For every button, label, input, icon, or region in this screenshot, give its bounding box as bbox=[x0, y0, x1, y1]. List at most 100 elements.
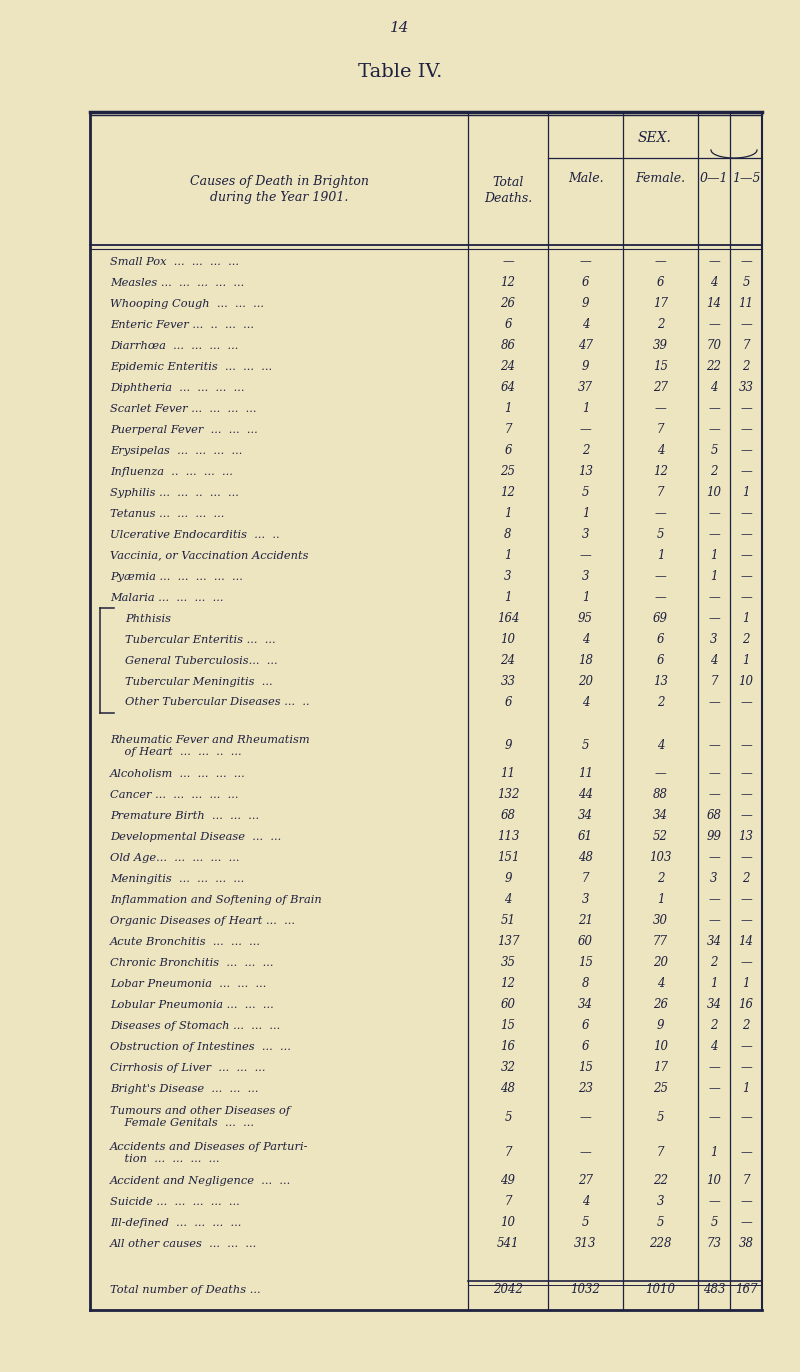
Text: 6: 6 bbox=[657, 654, 664, 667]
Text: Tumours and other Diseases of
    Female Genitals  ...  ...: Tumours and other Diseases of Female Gen… bbox=[110, 1106, 290, 1128]
Text: 10: 10 bbox=[653, 1040, 668, 1054]
Text: —: — bbox=[740, 423, 752, 436]
Text: —: — bbox=[708, 893, 720, 906]
Text: 5: 5 bbox=[657, 528, 664, 541]
Text: 4: 4 bbox=[710, 654, 718, 667]
Text: 39: 39 bbox=[653, 339, 668, 353]
Text: 10: 10 bbox=[501, 632, 515, 646]
Text: —: — bbox=[708, 740, 720, 752]
Text: 68: 68 bbox=[706, 809, 722, 822]
Text: —: — bbox=[580, 1111, 591, 1124]
Text: 6: 6 bbox=[504, 696, 512, 709]
Text: 9: 9 bbox=[504, 873, 512, 885]
Text: 18: 18 bbox=[578, 654, 593, 667]
Text: —: — bbox=[708, 318, 720, 332]
Text: —: — bbox=[740, 1217, 752, 1229]
Text: 2: 2 bbox=[657, 318, 664, 332]
Text: Total
Deaths.: Total Deaths. bbox=[484, 176, 532, 204]
Text: 47: 47 bbox=[578, 339, 593, 353]
Text: 2: 2 bbox=[710, 956, 718, 969]
Text: Scarlet Fever ...  ...  ...  ...: Scarlet Fever ... ... ... ... bbox=[110, 403, 257, 414]
Text: 23: 23 bbox=[578, 1083, 593, 1095]
Text: 2042: 2042 bbox=[493, 1283, 523, 1297]
Text: 5: 5 bbox=[657, 1217, 664, 1229]
Text: Ill-defined  ...  ...  ...  ...: Ill-defined ... ... ... ... bbox=[110, 1218, 242, 1228]
Text: 4: 4 bbox=[657, 977, 664, 991]
Text: 4: 4 bbox=[582, 632, 590, 646]
Text: —: — bbox=[740, 851, 752, 864]
Text: 64: 64 bbox=[501, 381, 515, 394]
Text: Table IV.: Table IV. bbox=[358, 63, 442, 81]
Text: 5: 5 bbox=[582, 740, 590, 752]
Text: —: — bbox=[740, 528, 752, 541]
Text: —: — bbox=[740, 1061, 752, 1074]
Text: —: — bbox=[740, 255, 752, 269]
Text: 6: 6 bbox=[657, 276, 664, 289]
Text: Pyæmia ...  ...  ...  ...  ...: Pyæmia ... ... ... ... ... bbox=[110, 572, 243, 582]
Text: Inflammation and Softening of Brain: Inflammation and Softening of Brain bbox=[110, 895, 322, 904]
Text: Suicide ...  ...  ...  ...  ...: Suicide ... ... ... ... ... bbox=[110, 1196, 240, 1207]
Text: 17: 17 bbox=[653, 1061, 668, 1074]
Text: 4: 4 bbox=[657, 445, 664, 457]
Text: Measles ...  ...  ...  ...  ...: Measles ... ... ... ... ... bbox=[110, 279, 244, 288]
Text: 137: 137 bbox=[497, 936, 519, 948]
Text: 15: 15 bbox=[501, 1019, 515, 1032]
Text: SEX.: SEX. bbox=[638, 130, 672, 145]
Text: 228: 228 bbox=[650, 1238, 672, 1250]
Text: Ulcerative Endocarditis  ...  ..: Ulcerative Endocarditis ... .. bbox=[110, 530, 280, 539]
Text: —: — bbox=[654, 591, 666, 604]
Text: 7: 7 bbox=[657, 1146, 664, 1159]
Text: —: — bbox=[580, 1146, 591, 1159]
Text: Epidemic Enteritis  ...  ...  ...: Epidemic Enteritis ... ... ... bbox=[110, 362, 272, 372]
Text: 86: 86 bbox=[501, 339, 515, 353]
Text: 7: 7 bbox=[742, 1174, 750, 1187]
Text: 34: 34 bbox=[706, 936, 722, 948]
Text: 25: 25 bbox=[653, 1083, 668, 1095]
Text: 11: 11 bbox=[738, 298, 754, 310]
Text: 20: 20 bbox=[578, 675, 593, 687]
Text: 14: 14 bbox=[390, 21, 410, 36]
Text: 1010: 1010 bbox=[646, 1283, 675, 1297]
Text: 2: 2 bbox=[742, 1019, 750, 1032]
Text: —: — bbox=[654, 571, 666, 583]
Text: —: — bbox=[654, 767, 666, 781]
Text: All other causes  ...  ...  ...: All other causes ... ... ... bbox=[110, 1239, 258, 1249]
Text: 14: 14 bbox=[706, 298, 722, 310]
Text: 10: 10 bbox=[706, 486, 722, 499]
Text: 7: 7 bbox=[742, 339, 750, 353]
Text: 1: 1 bbox=[504, 591, 512, 604]
Text: —: — bbox=[580, 549, 591, 563]
Text: 2: 2 bbox=[710, 1019, 718, 1032]
Text: 25: 25 bbox=[501, 465, 515, 479]
Text: —: — bbox=[740, 893, 752, 906]
Text: 4: 4 bbox=[710, 1040, 718, 1054]
Text: 1: 1 bbox=[657, 893, 664, 906]
Text: 68: 68 bbox=[501, 809, 515, 822]
Text: 1: 1 bbox=[582, 508, 590, 520]
Text: 483: 483 bbox=[702, 1283, 726, 1297]
Text: 1: 1 bbox=[504, 549, 512, 563]
Text: 6: 6 bbox=[582, 1040, 590, 1054]
Text: Female.: Female. bbox=[635, 172, 686, 184]
Text: 33: 33 bbox=[738, 381, 754, 394]
Text: 3: 3 bbox=[582, 571, 590, 583]
Text: —: — bbox=[740, 402, 752, 416]
Text: 26: 26 bbox=[653, 997, 668, 1011]
Text: 3: 3 bbox=[710, 632, 718, 646]
Text: 5: 5 bbox=[657, 1111, 664, 1124]
Text: Cirrhosis of Liver  ...  ...  ...: Cirrhosis of Liver ... ... ... bbox=[110, 1062, 266, 1073]
Text: 9: 9 bbox=[504, 740, 512, 752]
Text: —: — bbox=[740, 549, 752, 563]
Text: 6: 6 bbox=[504, 445, 512, 457]
Text: Meningitis  ...  ...  ...  ...: Meningitis ... ... ... ... bbox=[110, 874, 244, 884]
Text: Rheumatic Fever and Rheumatism
    of Heart  ...  ...  ..  ...: Rheumatic Fever and Rheumatism of Heart … bbox=[110, 734, 310, 757]
Text: Chronic Bronchitis  ...  ...  ...: Chronic Bronchitis ... ... ... bbox=[110, 958, 274, 967]
Text: 3: 3 bbox=[504, 571, 512, 583]
Text: Diarrhœa  ...  ...  ...  ...: Diarrhœa ... ... ... ... bbox=[110, 340, 238, 351]
Text: 2: 2 bbox=[710, 465, 718, 479]
Text: 7: 7 bbox=[504, 1146, 512, 1159]
Text: 32: 32 bbox=[501, 1061, 515, 1074]
Text: 6: 6 bbox=[657, 632, 664, 646]
Text: —: — bbox=[654, 402, 666, 416]
Text: 6: 6 bbox=[504, 318, 512, 332]
